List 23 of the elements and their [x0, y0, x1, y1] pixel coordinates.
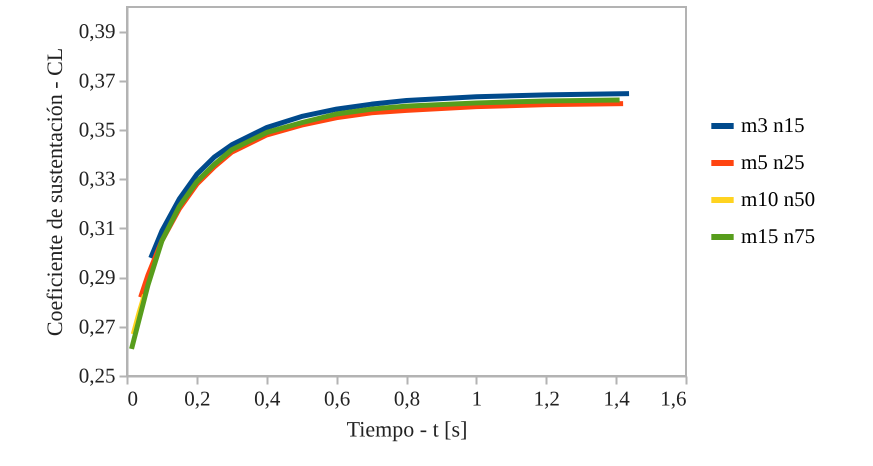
y-axis-title: Coeficiente de sustentación - CL: [42, 48, 67, 336]
legend-label: m3 n15: [741, 113, 805, 137]
y-tick-label: 0,31: [78, 216, 116, 240]
x-tick-label: 1,6: [660, 386, 686, 410]
x-tick-label: 0,4: [254, 386, 281, 410]
legend-label: m15 n75: [741, 224, 816, 248]
x-axis-title: Tiempo - t [s]: [346, 416, 468, 442]
y-tick-label: 0,27: [78, 314, 116, 338]
y-tick-label: 0,29: [78, 265, 116, 290]
x-tick-label: 0,6: [324, 386, 350, 410]
x-tick-label: 1,2: [534, 386, 560, 410]
x-tick-label: 0,8: [394, 386, 420, 410]
y-tick-label: 0,33: [78, 166, 116, 191]
y-tick-label: 0,37: [78, 68, 116, 92]
y-tick-label: 0,39: [78, 19, 116, 44]
x-tick-label: 0,2: [184, 386, 210, 410]
legend-label: m10 n50: [741, 187, 816, 211]
x-tick-label: 1,4: [604, 386, 630, 410]
legend-label: m5 n25: [741, 150, 805, 174]
x-tick-label: 1: [472, 386, 482, 410]
y-tick-label: 0,25: [78, 364, 116, 388]
x-tick-label: 0: [128, 386, 138, 410]
y-tick-label: 0,35: [78, 118, 116, 142]
